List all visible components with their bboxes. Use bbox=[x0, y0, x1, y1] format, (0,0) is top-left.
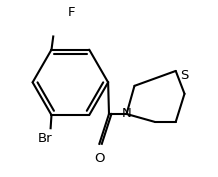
Text: Br: Br bbox=[37, 132, 52, 145]
Text: O: O bbox=[94, 152, 105, 165]
Text: N: N bbox=[122, 107, 131, 121]
Text: S: S bbox=[180, 69, 189, 82]
Text: F: F bbox=[68, 7, 75, 19]
